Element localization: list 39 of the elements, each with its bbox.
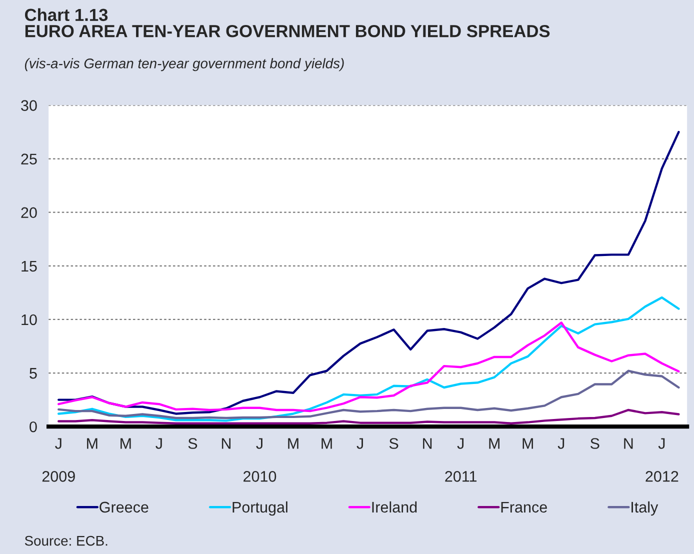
x-tick-label: S bbox=[590, 438, 600, 449]
legend-label: Ireland bbox=[372, 501, 417, 513]
line-series bbox=[58, 322, 680, 412]
y-tick-label: 10 bbox=[22, 314, 37, 326]
y-tick-label: 25 bbox=[21, 154, 37, 164]
y-tick-label: 5 bbox=[30, 368, 37, 379]
x-tick-label: N bbox=[423, 438, 432, 449]
x-tick-label: M bbox=[288, 438, 298, 449]
line-series bbox=[58, 296, 680, 422]
x-tick-label: S bbox=[188, 438, 198, 449]
chart-title: Chart 1.13 EURO AREA TEN-YEAR GOVERNMENT BOND YIELD SPREADS bbox=[25, 8, 550, 38]
line-series bbox=[58, 370, 680, 420]
y-tick-label: 30 bbox=[21, 100, 37, 111]
x-tick-label: S bbox=[389, 438, 398, 449]
category-label: J 2010 bbox=[244, 438, 276, 482]
legend-label: Greece bbox=[100, 502, 148, 513]
category-label: J 2011 bbox=[445, 438, 477, 482]
x-tick-label: M bbox=[489, 438, 500, 449]
y-tick-label: 20 bbox=[21, 207, 37, 218]
chart-subtitle: (vis-a-vis German ten-year government bond yields) bbox=[24, 58, 344, 72]
x-tick-label: J bbox=[356, 438, 363, 449]
category-label: J 2012 bbox=[646, 438, 678, 482]
category-label: J 2009 bbox=[42, 438, 75, 482]
x-tick-label: M bbox=[322, 438, 332, 449]
x-tick-label: M bbox=[522, 438, 533, 449]
y-tick-label: 0 bbox=[30, 421, 37, 432]
x-tick-label: M bbox=[87, 438, 98, 449]
legend-label: Portugal bbox=[232, 501, 288, 516]
x-tick-label: M bbox=[120, 438, 131, 449]
line-series bbox=[58, 408, 680, 424]
x-tick-label: J bbox=[156, 438, 162, 449]
x-tick-label: J bbox=[558, 438, 564, 449]
y-tick-label: 15 bbox=[22, 260, 37, 272]
x-tick-label: N bbox=[222, 438, 230, 449]
x-tick-label: N bbox=[624, 438, 633, 449]
legend-label: Italy bbox=[632, 501, 658, 516]
legend-label: France bbox=[501, 502, 547, 513]
line-series bbox=[58, 130, 680, 415]
source-note: Source: ECB. bbox=[24, 536, 108, 546]
